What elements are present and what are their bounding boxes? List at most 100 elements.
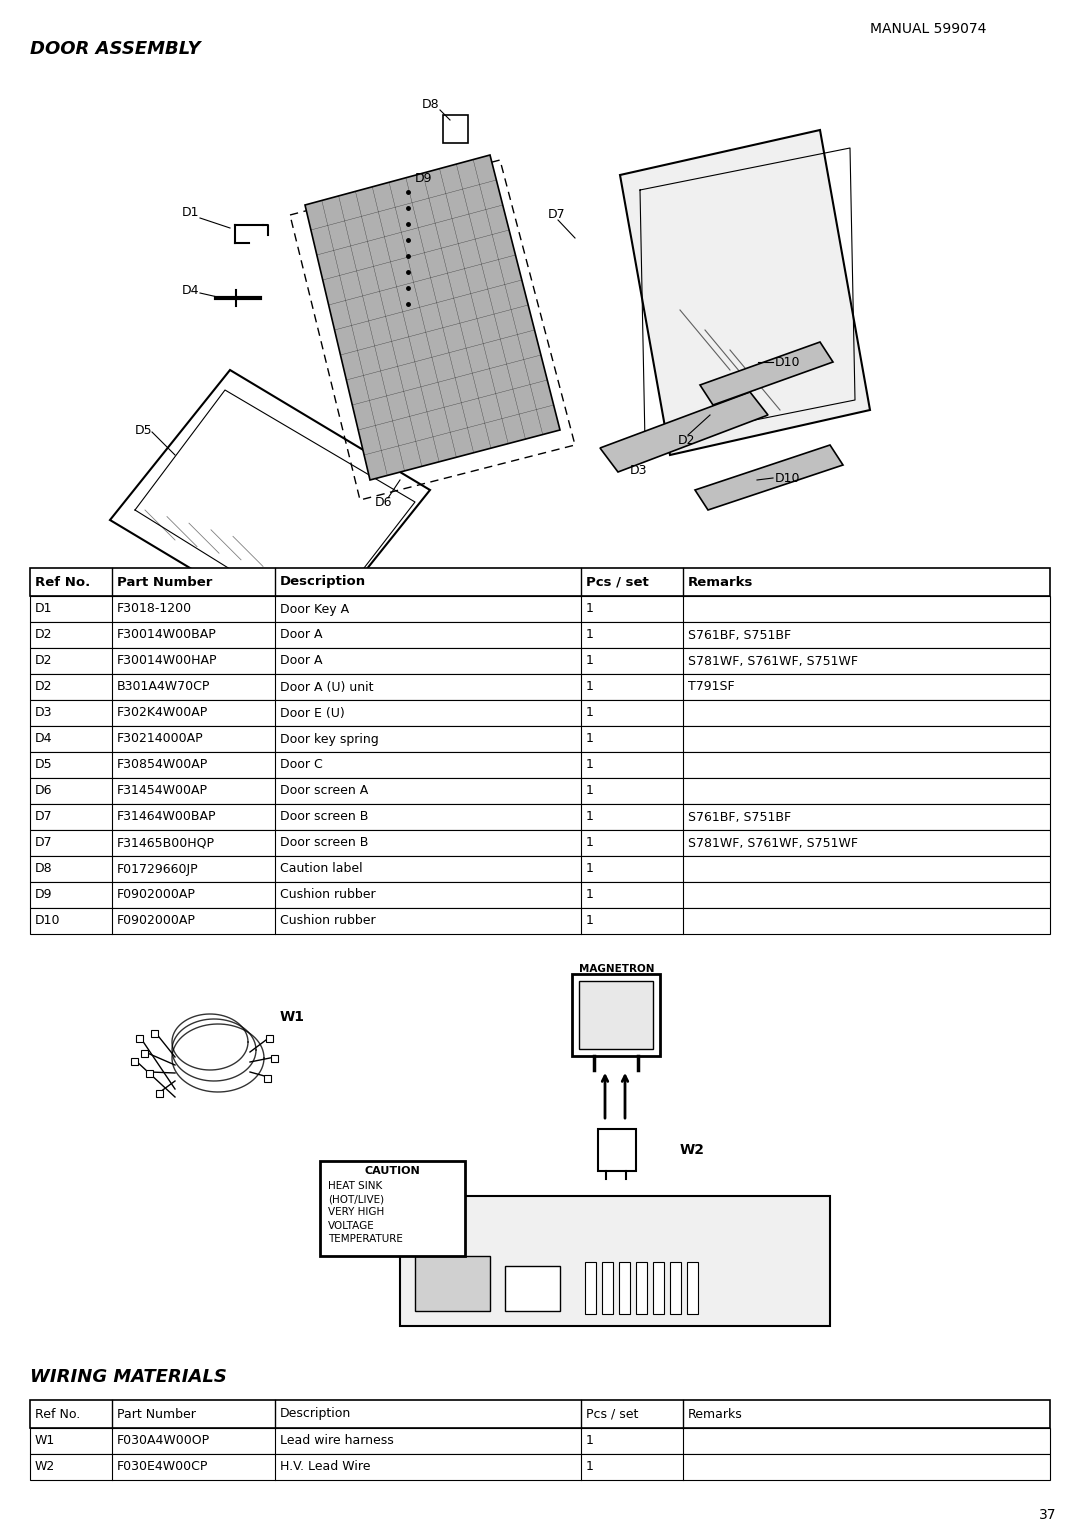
- Text: D5: D5: [35, 758, 53, 772]
- Text: D2: D2: [35, 628, 53, 642]
- Text: 1: 1: [585, 914, 594, 927]
- Text: D8: D8: [422, 98, 440, 112]
- Bar: [266, 1034, 273, 1042]
- Text: Pcs / set: Pcs / set: [585, 1407, 638, 1421]
- Text: CAUTION: CAUTION: [365, 1166, 420, 1177]
- Text: W1: W1: [35, 1435, 55, 1447]
- Text: 1: 1: [585, 602, 594, 616]
- Text: Door screen B: Door screen B: [280, 836, 368, 850]
- Text: F030A4W00OP: F030A4W00OP: [117, 1435, 210, 1447]
- Bar: [30, 882, 1050, 908]
- Bar: [131, 1057, 138, 1065]
- Text: D10: D10: [35, 914, 60, 927]
- Text: D1: D1: [35, 602, 53, 616]
- Text: 37: 37: [1039, 1508, 1056, 1522]
- Text: D1: D1: [183, 206, 200, 220]
- Bar: [30, 648, 1050, 674]
- Text: S781WF, S761WF, S751WF: S781WF, S761WF, S751WF: [688, 654, 858, 668]
- Bar: [151, 1030, 158, 1038]
- Bar: [271, 1054, 278, 1062]
- Text: D4: D4: [183, 284, 200, 296]
- Bar: [30, 1455, 1050, 1481]
- Polygon shape: [305, 154, 561, 480]
- Text: Cushion rubber: Cushion rubber: [280, 888, 376, 902]
- Text: D5: D5: [135, 423, 152, 437]
- Text: 1: 1: [585, 784, 594, 798]
- Bar: [579, 981, 653, 1050]
- Bar: [30, 752, 1050, 778]
- Text: Part Number: Part Number: [117, 1407, 195, 1421]
- Text: W1: W1: [280, 1010, 305, 1024]
- Bar: [687, 1262, 698, 1314]
- Text: Door screen B: Door screen B: [280, 810, 368, 824]
- Text: 1: 1: [585, 680, 594, 694]
- Text: D8: D8: [35, 862, 53, 876]
- Bar: [320, 1161, 465, 1256]
- Text: F0902000AP: F0902000AP: [117, 914, 195, 927]
- Polygon shape: [600, 393, 768, 472]
- Text: Caution label: Caution label: [280, 862, 363, 876]
- Text: 1: 1: [585, 1461, 594, 1473]
- Polygon shape: [700, 342, 833, 405]
- Text: S781WF, S761WF, S751WF: S781WF, S761WF, S751WF: [688, 836, 858, 850]
- Bar: [602, 1262, 613, 1314]
- Bar: [415, 1256, 490, 1311]
- Bar: [30, 830, 1050, 856]
- Polygon shape: [620, 130, 870, 455]
- Text: D2: D2: [678, 434, 696, 446]
- Text: 1: 1: [585, 836, 594, 850]
- Text: F31454W00AP: F31454W00AP: [117, 784, 207, 798]
- Text: Door E (U): Door E (U): [280, 706, 345, 720]
- Text: F30014W00BAP: F30014W00BAP: [117, 628, 216, 642]
- Text: 1: 1: [585, 1435, 594, 1447]
- Bar: [30, 674, 1050, 700]
- Text: D10: D10: [775, 356, 800, 368]
- Bar: [30, 700, 1050, 726]
- Text: Door C: Door C: [280, 758, 323, 772]
- Bar: [505, 1267, 561, 1311]
- Text: D9: D9: [415, 171, 432, 185]
- Bar: [146, 1070, 153, 1077]
- Bar: [30, 726, 1050, 752]
- Text: H.V. Lead Wire: H.V. Lead Wire: [280, 1461, 370, 1473]
- Text: F30214000AP: F30214000AP: [117, 732, 203, 746]
- Text: D7: D7: [548, 208, 566, 222]
- Bar: [636, 1262, 647, 1314]
- Bar: [572, 973, 660, 1056]
- Text: MANUAL 599074: MANUAL 599074: [870, 21, 986, 37]
- Text: D6: D6: [35, 784, 53, 798]
- Text: D2: D2: [35, 680, 53, 694]
- Bar: [136, 1034, 143, 1042]
- Text: Lead wire harness: Lead wire harness: [280, 1435, 393, 1447]
- Bar: [30, 1400, 1050, 1429]
- Text: Ref No.: Ref No.: [35, 1407, 80, 1421]
- Text: D3: D3: [35, 706, 53, 720]
- Bar: [30, 908, 1050, 934]
- Bar: [30, 856, 1050, 882]
- Bar: [619, 1262, 630, 1314]
- Text: T791SF: T791SF: [688, 680, 734, 694]
- Text: Door A: Door A: [280, 628, 322, 642]
- Text: 1: 1: [585, 706, 594, 720]
- Bar: [400, 1196, 831, 1326]
- Bar: [30, 596, 1050, 622]
- Text: F030E4W00CP: F030E4W00CP: [117, 1461, 208, 1473]
- Text: Cushion rubber: Cushion rubber: [280, 914, 376, 927]
- Text: 1: 1: [585, 628, 594, 642]
- Text: WIRING MATERIALS: WIRING MATERIALS: [30, 1368, 227, 1386]
- Text: Description: Description: [280, 1407, 351, 1421]
- Text: Door screen A: Door screen A: [280, 784, 368, 798]
- Text: 1: 1: [585, 758, 594, 772]
- Bar: [30, 778, 1050, 804]
- Text: Ref No.: Ref No.: [35, 576, 91, 588]
- Text: S761BF, S751BF: S761BF, S751BF: [688, 628, 791, 642]
- Text: D4: D4: [35, 732, 53, 746]
- Text: W2: W2: [35, 1461, 55, 1473]
- Text: 1: 1: [585, 732, 594, 746]
- Text: F302K4W00AP: F302K4W00AP: [117, 706, 207, 720]
- Text: D7: D7: [35, 836, 53, 850]
- Bar: [670, 1262, 681, 1314]
- Text: B301A4W70CP: B301A4W70CP: [117, 680, 210, 694]
- Text: 1: 1: [585, 810, 594, 824]
- Text: F30854W00AP: F30854W00AP: [117, 758, 207, 772]
